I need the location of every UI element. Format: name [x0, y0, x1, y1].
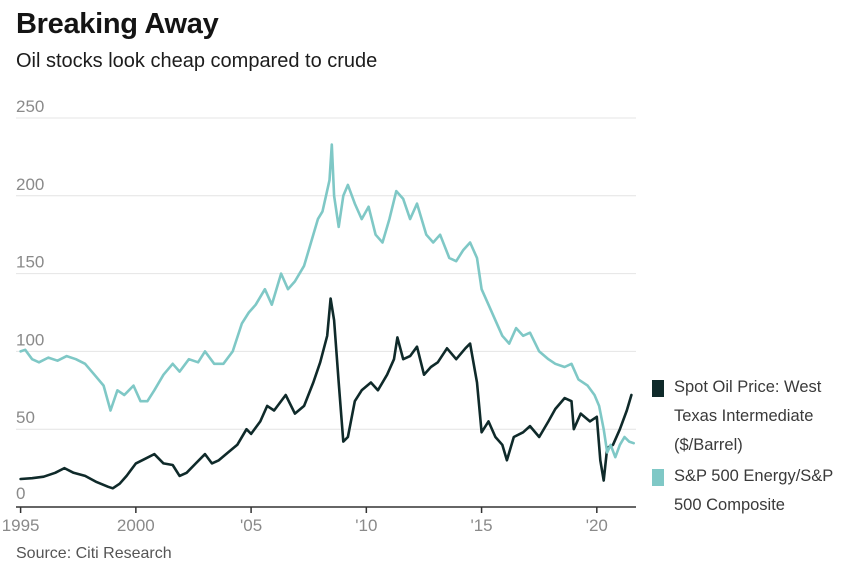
x-tick-label: '20: [586, 516, 608, 535]
x-axis: 1995 2000 '05 '10 '15 '20: [2, 506, 636, 535]
y-tick-label: 250: [16, 97, 44, 116]
legend-swatch-energy-ratio: [652, 469, 664, 486]
legend-swatch-wti: [652, 380, 664, 397]
gridlines: [16, 117, 636, 430]
y-tick-label: 50: [16, 408, 35, 427]
chart-title: Breaking Away: [16, 8, 219, 40]
source-note: Source: Citi Research: [16, 545, 172, 562]
y-tick-label: 200: [16, 175, 44, 194]
series-line-wti: [19, 297, 633, 490]
y-tick-label: 100: [16, 330, 44, 349]
y-axis-tick-labels: 0 50 100 150 200 250: [16, 97, 44, 503]
x-tick-label: '15: [470, 516, 492, 535]
y-tick-label: 150: [16, 253, 44, 272]
legend-item-wti: Spot Oil Price: West Texas Intermediate …: [652, 373, 857, 460]
legend-label-energy-ratio: S&P 500 Energy/S&P 500 Composite: [674, 467, 833, 514]
chart-subtitle: Oil stocks look cheap compared to crude: [16, 50, 378, 72]
legend-item-energy-ratio: S&P 500 Energy/S&P 500 Composite: [652, 462, 857, 520]
series-line-energy-ratio: [19, 143, 635, 459]
x-tick-label: '10: [355, 516, 377, 535]
x-tick-label: 2000: [117, 516, 155, 535]
legend-label-wti: Spot Oil Price: West Texas Intermediate …: [674, 378, 822, 454]
x-tick-label: '05: [240, 516, 262, 535]
series-lines: [19, 143, 635, 490]
y-tick-label: 0: [16, 484, 25, 503]
x-tick-label: 1995: [2, 516, 40, 535]
